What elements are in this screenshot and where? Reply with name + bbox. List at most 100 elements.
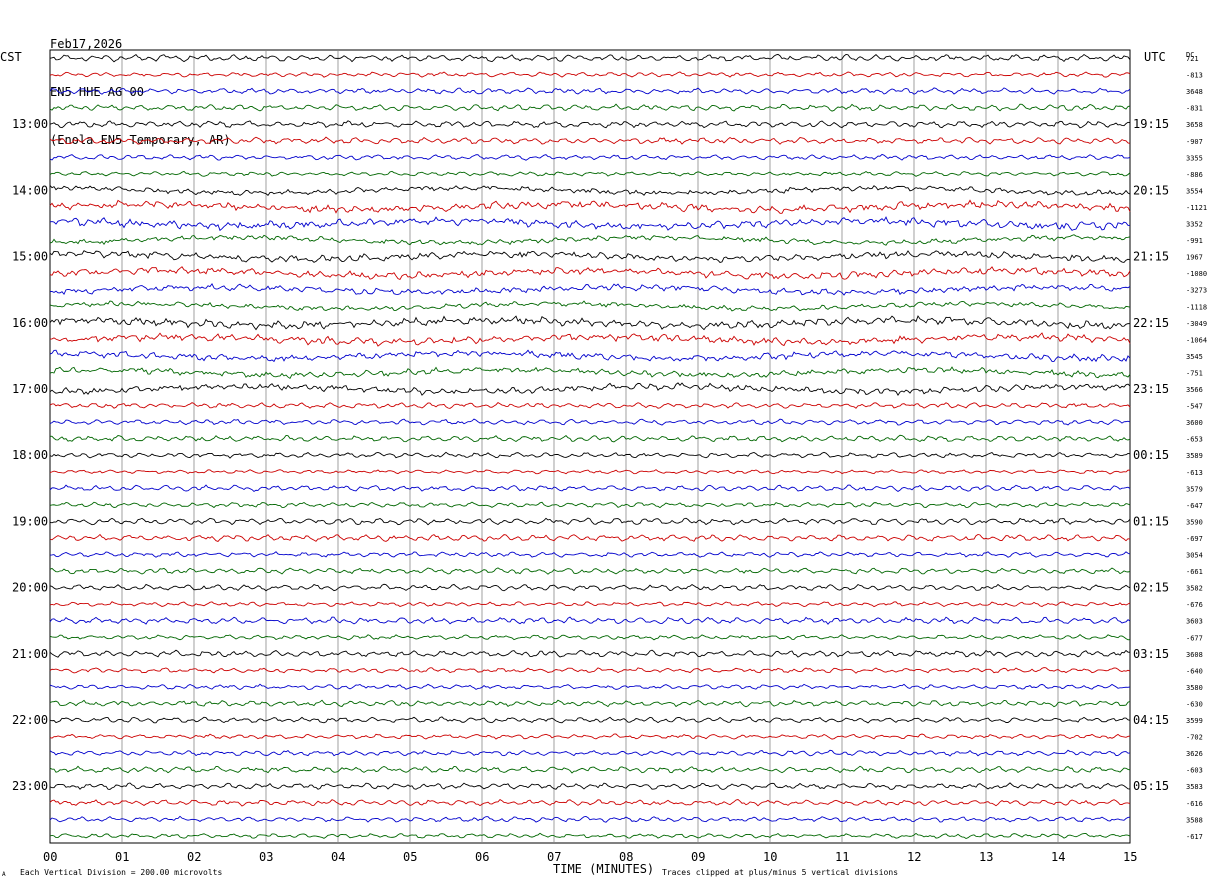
x-tick-label: 09: [691, 850, 705, 864]
dc-offset-label: -1118: [1186, 303, 1207, 311]
dc-offset-label: 3658: [1186, 121, 1203, 129]
dc-offset-label: 3566: [1186, 386, 1203, 394]
trace-line: [49, 667, 1131, 674]
x-tick-label: 00: [43, 850, 57, 864]
trace-line: [49, 484, 1131, 492]
dc-offset-label: -603: [1186, 767, 1203, 775]
trace-line: [49, 533, 1131, 542]
dc-offset-label: -1080: [1186, 270, 1207, 278]
x-tick-label: 13: [979, 850, 993, 864]
dc-offset-label: -653: [1186, 436, 1203, 444]
dc-offset-label: 3599: [1186, 717, 1203, 725]
trace-line: [49, 501, 1131, 509]
dc-offset-label: 3603: [1186, 618, 1203, 626]
trace-line: [49, 349, 1131, 363]
dc-offset-label: 3590: [1186, 518, 1203, 526]
left-hour-label: 18:00: [12, 448, 48, 462]
trace-line: [49, 551, 1131, 558]
trace-line: [49, 300, 1131, 312]
left-hour-label: 20:00: [12, 581, 48, 595]
dc-offset-label: 3582: [1186, 585, 1203, 593]
trace-line: [49, 749, 1131, 757]
trace-line: [49, 199, 1131, 214]
plot-frame: [49, 49, 1131, 844]
x-tick-label: 01: [115, 850, 129, 864]
trace-line: [49, 120, 1131, 129]
x-tick-label: 05: [403, 850, 417, 864]
left-hour-label: 14:00: [12, 183, 48, 197]
x-tick-label: 10: [763, 850, 777, 864]
trace-line: [49, 283, 1131, 296]
right-hour-label: 20:15: [1133, 183, 1169, 197]
trace-line: [49, 451, 1131, 459]
x-tick-label: 07: [547, 850, 561, 864]
left-hour-label: 19:00: [12, 514, 48, 528]
dc-offset-label: -677: [1186, 634, 1203, 642]
x-tick-label: 06: [475, 850, 489, 864]
dc-offset-label: -702: [1186, 734, 1203, 742]
right-hour-label: 19:15: [1133, 117, 1169, 131]
x-tick-label: 08: [619, 850, 633, 864]
dc-header-label: DC: [1186, 51, 1194, 59]
trace-line: [49, 601, 1131, 608]
trace-line: [49, 234, 1131, 246]
trace-line: [49, 402, 1131, 409]
dc-offset-label: -886: [1186, 171, 1203, 179]
trace-line: [49, 71, 1131, 78]
trace-line: [49, 782, 1131, 790]
dc-offset-label: -991: [1186, 237, 1203, 245]
trace-line: [49, 716, 1131, 724]
dc-offset-label: -1121: [1186, 204, 1207, 212]
x-tick-label: 12: [907, 850, 921, 864]
right-hour-label: 22:15: [1133, 316, 1169, 330]
left-hour-label: 17:00: [12, 382, 48, 396]
dc-offset-label: -751: [1186, 369, 1203, 377]
x-tick-label: 04: [331, 850, 345, 864]
dc-offset-label: 3583: [1186, 783, 1203, 791]
dc-offset-label: -640: [1186, 667, 1203, 675]
x-tick-label: 11: [835, 850, 849, 864]
dc-offset-label: -647: [1186, 502, 1203, 510]
trace-line: [49, 733, 1131, 740]
trace-line: [49, 382, 1131, 396]
trace-line: [49, 434, 1131, 443]
x-tick-label: 14: [1051, 850, 1065, 864]
trace-line: [49, 315, 1131, 331]
dc-offset-label: 3054: [1186, 552, 1203, 560]
dc-offset-label: -813: [1186, 72, 1203, 80]
trace-line: [49, 832, 1131, 840]
trace-line: [49, 266, 1131, 281]
scale-note: Each Vertical Division = 200.00 microvol…: [20, 868, 222, 877]
trace-line: [49, 136, 1131, 145]
trace-line: [49, 53, 1131, 63]
right-hour-label: 00:15: [1133, 448, 1169, 462]
trace-line: [49, 332, 1131, 347]
right-timezone-label: UTC: [1144, 50, 1166, 64]
axis-labels: 00 01 02 03 04 05 06 07 08 09 10 11 12 13 14 15 721 -813 3…: [12, 55, 1207, 864]
dc-offset-label: -616: [1186, 800, 1203, 808]
clip-note: Traces clipped at plus/minus 5 vertical …: [662, 868, 898, 877]
trace-line: [49, 103, 1131, 112]
left-timezone-label: CST: [0, 50, 22, 64]
trace-line: [49, 517, 1131, 526]
trace-line: [49, 583, 1131, 592]
trace-line: [49, 683, 1131, 691]
right-hour-label: 01:15: [1133, 514, 1169, 528]
trace-line: [49, 799, 1131, 807]
dc-offset-label: 721: [1186, 55, 1199, 63]
dc-offset-label: 1967: [1186, 254, 1203, 262]
dc-offset-label: -831: [1186, 105, 1203, 113]
dc-offset-label: -547: [1186, 403, 1203, 411]
footer-mark: A: [2, 871, 6, 878]
dc-offset-label: -1064: [1186, 336, 1207, 344]
trace-line: [49, 567, 1131, 575]
trace-line: [49, 87, 1131, 95]
trace-line: [49, 699, 1131, 708]
dc-offset-label: 3588: [1186, 816, 1203, 824]
dc-offset-label: 3579: [1186, 485, 1203, 493]
record-date: Feb17,2026: [50, 37, 123, 51]
dc-offset-label: -617: [1186, 833, 1203, 841]
right-hour-label: 03:15: [1133, 647, 1169, 661]
trace-line: [49, 216, 1131, 232]
